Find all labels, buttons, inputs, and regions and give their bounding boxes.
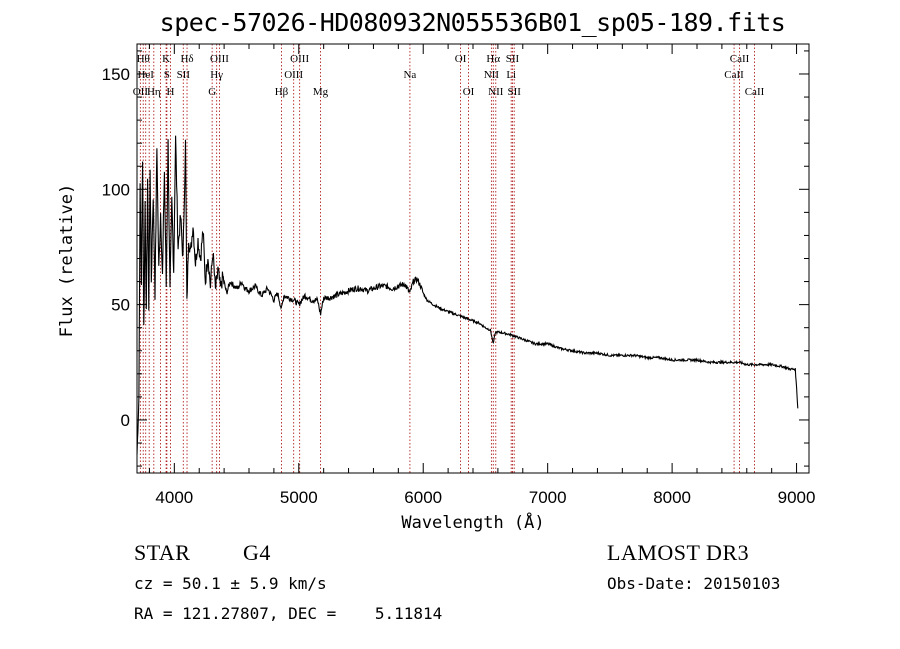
line-label: Hθ [137, 53, 150, 65]
plot-frame [136, 43, 810, 474]
y-tick-label: 50 [111, 296, 130, 315]
survey-name: LAMOST DR3 [607, 540, 750, 565]
obs-date: Obs-Date: 20150103 [607, 574, 781, 593]
line-label: K [162, 53, 170, 65]
chart-title: spec-57026-HD080932N055536B01_sp05-189.f… [159, 8, 786, 37]
line-markers [139, 44, 755, 473]
line-label: NII [488, 86, 504, 98]
line-label: Na [403, 69, 416, 81]
line-label: Li [506, 69, 516, 81]
line-label: G [208, 86, 216, 98]
line-label: Hβ [275, 86, 289, 98]
line-label: Hδ [180, 53, 193, 65]
redshift-cz: cz = 50.1 ± 5.9 km/s [134, 574, 327, 593]
line-label: Hγ [210, 69, 223, 81]
line-label: OI [455, 53, 467, 65]
line-label: Mg [313, 86, 329, 98]
axes: 4000 5000 6000 7000 8000 9000 0 50 100 150 Wavelen… [57, 43, 816, 533]
x-tick-label: 4000 [155, 488, 193, 507]
object-subclass: G4 [243, 540, 271, 565]
line-label: OIII [284, 69, 303, 81]
line-labels: OIIHθHeIHηKSHSIIHδGHγOIIIHβOIIIOIIIMgNaO… [133, 53, 765, 98]
x-axis-label: Wavelength (Å) [401, 511, 544, 533]
line-label: OIII [290, 53, 309, 65]
y-tick-label: 100 [102, 180, 130, 199]
line-label: OI [463, 86, 475, 98]
ra-dec: RA = 121.27807, DEC = 5.11814 [134, 604, 443, 623]
line-label: SII [506, 53, 520, 65]
x-tick-label: 7000 [529, 488, 567, 507]
line-label: HeI [137, 69, 154, 81]
y-axis-label: Flux (relative) [57, 184, 77, 338]
line-label: CaII [745, 86, 765, 98]
object-class: STAR [134, 540, 191, 565]
line-label: CaII [724, 69, 744, 81]
x-tick-label: 5000 [280, 488, 318, 507]
x-tick-label: 9000 [778, 488, 816, 507]
line-label: H [166, 86, 174, 98]
line-label: OIII [210, 53, 229, 65]
spectrum-line [136, 135, 799, 455]
line-label: OII [133, 86, 149, 98]
x-tick-label: 6000 [404, 488, 442, 507]
y-tick-label: 0 [121, 411, 130, 430]
line-label: CaII [730, 53, 750, 65]
line-label: SII [177, 69, 191, 81]
y-tick-label: 150 [102, 65, 130, 84]
x-tick-label: 8000 [653, 488, 691, 507]
line-label: S [164, 69, 170, 81]
spectrum-series [136, 135, 799, 455]
line-label: Hη [147, 86, 161, 98]
line-label: SII [507, 86, 521, 98]
line-label: NII [484, 69, 500, 81]
line-label: Hα [486, 53, 500, 65]
